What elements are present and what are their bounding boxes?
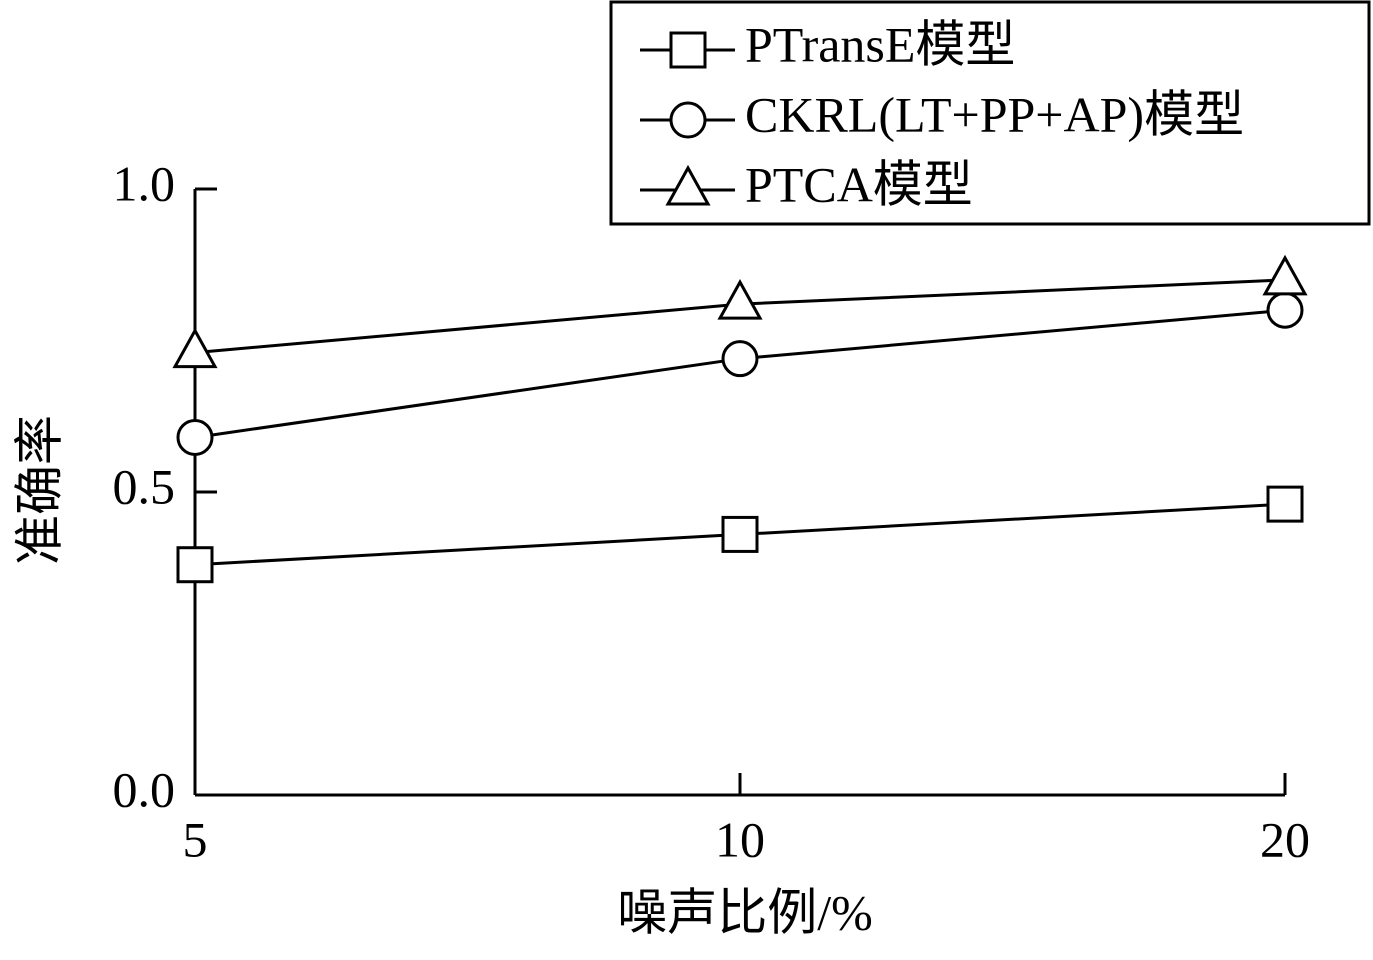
marker (1262, 254, 1308, 296)
y-tick-label: 1.0 (113, 155, 176, 211)
marker (176, 418, 214, 456)
marker (669, 31, 707, 69)
marker (172, 327, 218, 369)
marker (1266, 291, 1304, 329)
marker (176, 546, 214, 584)
marker (669, 101, 707, 139)
legend-label: PTransE模型 (745, 16, 1015, 72)
legend-label: PTCA模型 (745, 156, 973, 212)
marker (665, 164, 711, 206)
y-tick-label: 0.0 (113, 761, 176, 817)
marker (721, 515, 759, 553)
marker (721, 340, 759, 378)
legend-box (609, 0, 1371, 226)
legend-label: CKRL(LT+PP+AP)模型 (745, 86, 1244, 142)
x-tick-label: 5 (183, 811, 208, 867)
marker (717, 279, 763, 320)
marker (1266, 485, 1304, 523)
x-axis-label: 噪声比例/% (617, 884, 873, 940)
y-axis-label: 准确率 (11, 415, 67, 565)
y-tick-label: 0.5 (113, 458, 176, 514)
x-tick-label: 20 (1260, 811, 1310, 867)
x-tick-label: 10 (715, 811, 765, 867)
